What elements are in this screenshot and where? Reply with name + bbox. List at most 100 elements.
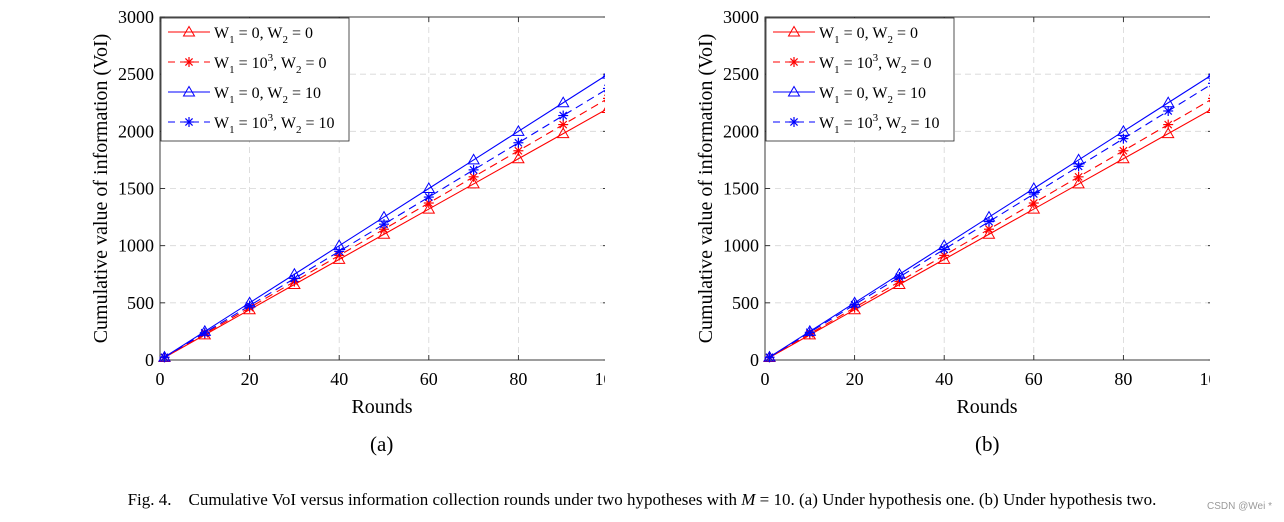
y-tick-label: 3000 <box>118 7 154 27</box>
data-point <box>1073 161 1084 172</box>
data-point <box>244 300 255 311</box>
y-tick-label: 2000 <box>118 121 154 141</box>
asterisk-stroke <box>514 138 523 147</box>
asterisk-stroke <box>469 165 478 174</box>
data-point <box>1208 94 1210 103</box>
series-1 <box>158 107 605 362</box>
asterisk-stroke <box>765 353 774 362</box>
data-point <box>468 171 479 182</box>
y-tick-label: 2500 <box>723 64 759 84</box>
legend: W1 = 0, W2 = 0 W1 = 103, W2 = 0 W1 = 0, W2… <box>765 17 955 142</box>
y-tick-label: 2500 <box>118 64 154 84</box>
data-point <box>1163 105 1174 116</box>
data-point <box>182 25 196 37</box>
asterisk-stroke <box>789 117 799 127</box>
caption-text-before: Cumulative VoI versus information collec… <box>188 490 738 509</box>
data-point <box>1118 133 1129 144</box>
asterisk-stroke <box>160 353 169 362</box>
y-tick-label: 1500 <box>118 179 154 199</box>
y-tick-label: 0 <box>145 350 154 370</box>
series-line <box>164 75 605 358</box>
asterisk-stroke <box>940 245 949 254</box>
x-tick-label: 40 <box>935 369 953 389</box>
series-line <box>769 109 1210 358</box>
legend-item: W1 = 0, W2 = 10 <box>168 85 321 106</box>
chart-a: 020406080100050010001500200025003000Roun… <box>90 7 606 418</box>
asterisk-stroke <box>940 251 949 260</box>
asterisk-stroke <box>1164 106 1173 116</box>
data-point <box>159 352 170 363</box>
asterisk-stroke <box>559 111 568 120</box>
caption-fig-number: Fig. 4. <box>127 490 172 509</box>
x-tick-label: 100 <box>595 369 606 389</box>
y-tick-label: 2000 <box>723 121 759 141</box>
data-point <box>1117 152 1130 164</box>
asterisk-stroke <box>559 120 568 129</box>
y-tick-label: 500 <box>127 293 154 313</box>
y-tick-label: 1000 <box>723 236 759 256</box>
asterisk-stroke <box>424 198 433 208</box>
data-point <box>764 352 775 363</box>
asterisk-stroke <box>335 247 344 256</box>
data-point <box>289 273 300 284</box>
x-tick-label: 0 <box>156 369 165 389</box>
asterisk-stroke <box>895 272 904 282</box>
data-point <box>1161 127 1175 139</box>
data-point <box>512 152 525 164</box>
asterisk-stroke <box>984 225 994 234</box>
legend: W1 = 0, W2 = 0 W1 = 103, W2 = 0 W1 = 0, W2… <box>160 17 350 142</box>
data-point <box>1163 119 1174 130</box>
legend-item: W1 = 103, W2 = 10 <box>168 112 334 136</box>
panel-label-b: (b) <box>975 432 1000 456</box>
panel-label-a: (a) <box>370 432 394 456</box>
y-tick-label: 0 <box>750 350 759 370</box>
data-point <box>184 117 194 127</box>
x-tick-label: 60 <box>420 369 438 389</box>
data-point <box>423 192 434 203</box>
data-point <box>377 227 391 239</box>
figure-caption: Fig. 4. Cumulative VoI versus informatio… <box>0 490 1284 510</box>
series-4 <box>159 84 605 363</box>
data-point <box>789 117 799 127</box>
legend-label: W1 = 0, W2 = 10 <box>819 85 926 106</box>
x-tick-label: 40 <box>330 369 348 389</box>
asterisk-stroke <box>514 146 523 155</box>
data-point <box>467 153 480 165</box>
asterisk-stroke <box>290 274 299 283</box>
data-point <box>1206 107 1210 113</box>
legend-label: W1 = 103, W2 = 10 <box>214 112 334 136</box>
x-tick-label: 80 <box>1114 369 1132 389</box>
legend-item: W1 = 103, W2 = 10 <box>773 112 939 136</box>
data-point <box>558 119 569 130</box>
asterisk-stroke <box>1119 146 1128 155</box>
data-point <box>789 57 799 67</box>
y-tick-label: 1500 <box>723 179 759 199</box>
caption-text-after: = 10. (a) Under hypothesis one. (b) Unde… <box>759 490 1157 509</box>
data-point <box>849 299 860 310</box>
asterisk-stroke <box>379 220 389 229</box>
data-point <box>467 177 480 189</box>
data-point <box>984 216 994 227</box>
legend-item: W1 = 0, W2 = 0 <box>168 25 313 46</box>
asterisk-stroke <box>1164 120 1173 129</box>
data-point <box>558 110 569 121</box>
data-point <box>1028 198 1039 209</box>
y-tick-label: 3000 <box>723 7 759 27</box>
legend-label: W1 = 0, W2 = 10 <box>214 85 321 106</box>
data-point <box>556 96 570 108</box>
y-axis-label: Cumulative value of information (VoI) <box>90 34 112 344</box>
data-point <box>182 85 196 97</box>
y-axis-label: Cumulative value of information (VoI) <box>695 34 717 344</box>
asterisk-stroke <box>1074 162 1083 171</box>
data-point <box>184 57 194 67</box>
data-point <box>804 327 815 338</box>
asterisk-stroke <box>245 301 254 310</box>
x-tick-label: 100 <box>1200 369 1211 389</box>
data-point <box>556 127 570 139</box>
asterisk-stroke <box>805 328 814 337</box>
data-point <box>422 202 436 214</box>
asterisk-stroke <box>184 117 194 127</box>
data-point <box>513 137 524 148</box>
x-tick-label: 20 <box>846 369 864 389</box>
legend-item: W1 = 103, W2 = 0 <box>773 52 931 76</box>
